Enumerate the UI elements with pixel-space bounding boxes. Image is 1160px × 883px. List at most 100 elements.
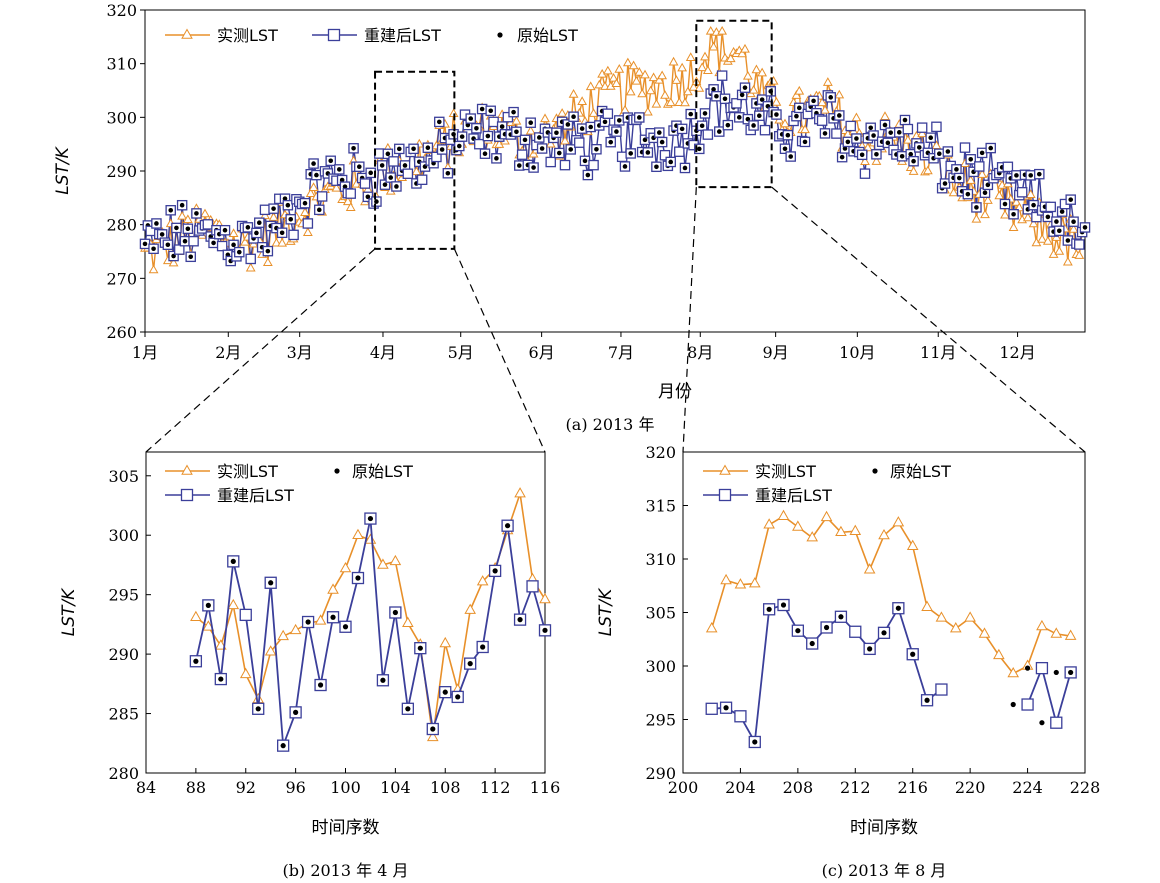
chart-a-measured-point: [917, 128, 928, 138]
chart-a-original-point: [436, 119, 442, 125]
chart-a-ytick-label: 310: [106, 55, 137, 74]
chart-a-original-point: [736, 115, 742, 120]
chart-c-original-point: [780, 602, 787, 608]
chart-a-original-point: [936, 151, 942, 157]
chart-c-ytick-label: 295: [645, 711, 676, 730]
chart-a-measured-point: [1028, 218, 1039, 228]
chart-a-original-point: [668, 159, 674, 165]
chart-a-rebuilt-point: [431, 151, 442, 163]
chart-a-original-point: [388, 175, 394, 180]
chart-a-original-point: [702, 111, 708, 116]
chart-a-original-point: [956, 175, 962, 181]
chart-c-original-point: [924, 697, 930, 703]
chart-c-original-point: [1024, 665, 1031, 671]
chart-c-rebuilt-point: [1050, 716, 1063, 729]
chart-a-measured-point: [771, 97, 782, 106]
chart-a-measured-point: [1037, 234, 1048, 243]
legend-measured-label: 实测LST: [217, 462, 278, 481]
chart-a-measured-point: [665, 97, 676, 107]
chart-a-measured-point: [351, 178, 362, 188]
chart-a-rebuilt-point: [602, 108, 614, 119]
chart-a-original-point: [654, 164, 659, 170]
chart-a-original-point: [836, 113, 842, 118]
chart-b-original-point: [293, 709, 299, 715]
chart-a-xtick-label: 3月: [287, 343, 313, 362]
chart-a-rebuilt-point: [845, 120, 856, 132]
chart-a-original-point: [142, 241, 148, 247]
chart-a-measured-point: [800, 124, 810, 134]
chart-a-measured-point: [345, 202, 356, 211]
chart-b-original-point: [417, 645, 423, 651]
chart-a-measured-point: [602, 65, 613, 75]
chart-b-measured-point: [514, 487, 526, 498]
chart-c-original-point: [895, 605, 901, 611]
chart-a-zoom-connector: [453, 248, 546, 453]
chart-b-ytick-label: 300: [108, 526, 139, 545]
chart-a-original-point: [885, 140, 891, 146]
chart-a-measured-point: [1042, 235, 1053, 245]
chart-a-original-point: [222, 227, 228, 233]
chart-a-original-point: [1028, 173, 1034, 178]
chart-c-original-point: [1053, 669, 1059, 676]
chart-a-original-point: [394, 184, 399, 189]
chart-a-rebuilt-point: [345, 188, 356, 199]
chart-c-xtick-label: 216: [897, 778, 928, 797]
chart-a-original-point: [514, 129, 519, 135]
chart-a-original-point: [1002, 201, 1008, 207]
chart-a-rebuilt-point: [488, 116, 499, 128]
chart-a-original-point: [179, 202, 185, 208]
chart-a-original-point: [302, 200, 308, 206]
legend-rebuilt-label: 重建后LST: [755, 486, 832, 505]
chart-c-original-point: [910, 651, 916, 657]
chart-a-measured-point: [540, 113, 550, 123]
chart-a-original-point: [682, 165, 688, 171]
chart-b-ytick-label: 295: [108, 586, 139, 605]
chart-a-rebuilt-point: [359, 178, 371, 189]
chart-a-measured-point: [794, 85, 805, 95]
chart-a-original-point: [342, 184, 348, 189]
chart-a-original-point: [1082, 225, 1088, 230]
chart-a-measured-point: [657, 70, 668, 80]
chart-a-original-point: [756, 113, 762, 119]
chart-a-measured-point: [305, 188, 316, 197]
chart-a-original-point: [151, 246, 156, 252]
chart-a-original-point: [985, 182, 991, 188]
chart-b-xlabel: 时间序数: [312, 818, 380, 838]
chart-a-measured-point: [600, 81, 610, 90]
chart-a-measured-point: [908, 166, 919, 175]
chart-a-rebuilt-point: [216, 240, 228, 252]
legend-original-label: 原始LST: [890, 462, 951, 481]
chart-a-rebuilt-point: [245, 253, 256, 265]
chart-c-xtick-label: 228: [1070, 778, 1101, 797]
chart-a-measured-point: [1074, 250, 1085, 259]
chart-a-original-point: [614, 129, 619, 134]
chart-c-xtick-label: 200: [668, 778, 699, 797]
chart-a-original-point: [582, 158, 588, 164]
chart-c-measured-point: [763, 518, 775, 529]
chart-c-rebuilt-point: [1021, 698, 1034, 711]
chart-a-xtick-label: 7月: [608, 343, 634, 362]
chart-a-original-point: [556, 150, 562, 156]
chart-a-measured-point: [611, 78, 622, 88]
chart-a-rebuilt-point: [731, 98, 742, 109]
legend-original-label: 原始LST: [352, 462, 413, 481]
chart-b-xtick-label: 108: [430, 778, 461, 797]
chart-c-original-point: [809, 640, 815, 647]
chart-a-xtick-label: 5月: [448, 343, 474, 362]
chart-a-original-point: [1071, 219, 1076, 224]
chart-a-measured-point: [862, 142, 873, 152]
chart-a-original-point: [1045, 214, 1051, 220]
chart-a-rebuilt-point: [374, 148, 385, 159]
chart-a-measured-point: [751, 64, 762, 74]
chart-a-measured-point: [614, 64, 625, 73]
chart-a-original-point: [622, 164, 628, 169]
legend-measured-label: 实测LST: [755, 462, 816, 481]
chart-a-measured-point: [677, 62, 688, 72]
chart-a-measured-point: [791, 90, 802, 99]
chart-a-original-point: [445, 170, 451, 176]
chart-a-original-point: [842, 146, 848, 151]
chart-c-measured-point: [792, 520, 804, 531]
chart-a-rebuilt-point: [259, 204, 271, 216]
chart-a-measured-point: [148, 264, 159, 274]
chart-a-original-point: [411, 146, 416, 152]
